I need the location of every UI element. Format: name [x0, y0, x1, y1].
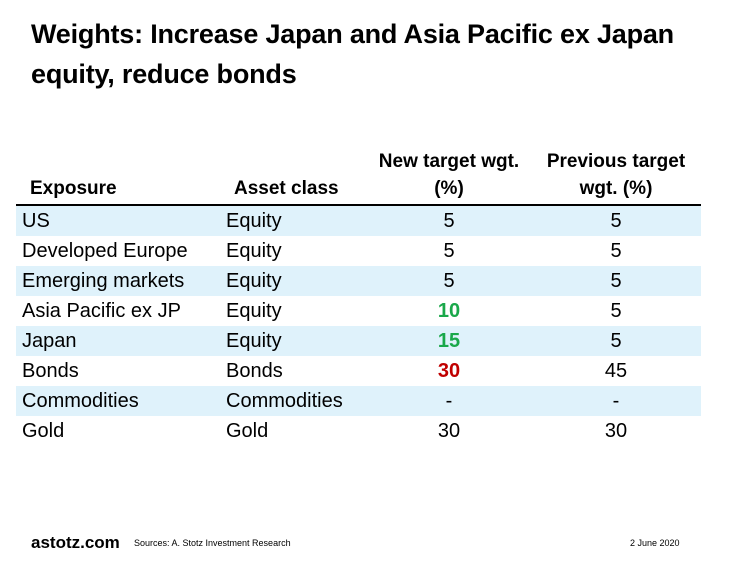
table-row: Asia Pacific ex JP Equity 10 5 [16, 296, 701, 326]
cell-new-target: 5 [443, 270, 455, 292]
page-title: Weights: Increase Japan and Asia Pacific… [31, 19, 674, 89]
cell-new-target: - [445, 390, 453, 412]
cell-previous-target: 30 [604, 420, 628, 442]
cell-new-target: 5 [443, 240, 455, 262]
cell-new-target: 10 [437, 300, 461, 322]
cell-new-target: 5 [443, 210, 455, 232]
cell-asset-class: Equity [226, 270, 282, 292]
cell-exposure: Emerging markets [22, 270, 185, 292]
cell-previous-target: 5 [610, 270, 622, 292]
cell-new-target: 30 [437, 360, 461, 382]
header-new-target: New target wgt. (%) [378, 151, 520, 199]
cell-asset-class: Equity [226, 210, 282, 232]
cell-exposure: Commodities [22, 390, 139, 412]
cell-previous-target: 5 [610, 300, 622, 322]
cell-exposure: Bonds [22, 360, 79, 382]
table-row: Bonds Bonds 30 45 [16, 356, 701, 386]
cell-exposure: Asia Pacific ex JP [22, 300, 181, 322]
cell-exposure: Developed Europe [22, 240, 188, 262]
table-row: Gold Gold 30 30 [16, 416, 701, 446]
cell-previous-target: - [612, 390, 620, 412]
cell-new-target: 15 [437, 330, 461, 352]
cell-asset-class: Equity [226, 300, 282, 322]
header-divider [16, 204, 701, 206]
footer-date: 2 June 2020 [630, 538, 680, 548]
table-row: Japan Equity 15 5 [16, 326, 701, 356]
cell-asset-class: Commodities [226, 390, 343, 412]
cell-asset-class: Equity [226, 240, 282, 262]
cell-asset-class: Bonds [226, 360, 283, 382]
header-previous-target: Previous target wgt. (%) [546, 151, 686, 199]
cell-exposure: US [22, 210, 50, 232]
footer-logo: astotz.com [31, 533, 120, 552]
cell-previous-target: 5 [610, 330, 622, 352]
cell-exposure: Gold [22, 420, 65, 442]
table-row: US Equity 5 5 [16, 206, 701, 236]
cell-exposure: Japan [22, 330, 77, 352]
cell-previous-target: 45 [604, 360, 628, 382]
cell-previous-target: 5 [610, 210, 622, 232]
table-header: Exposure Asset class New target wgt. (%)… [16, 140, 701, 206]
header-exposure: Exposure [30, 178, 117, 199]
table-row: Developed Europe Equity 5 5 [16, 236, 701, 266]
table-row: Emerging markets Equity 5 5 [16, 266, 701, 296]
weights-table: Exposure Asset class New target wgt. (%)… [16, 140, 701, 446]
cell-previous-target: 5 [610, 240, 622, 262]
cell-asset-class: Gold [226, 420, 269, 442]
footer-sources: Sources: A. Stotz Investment Research [134, 538, 291, 548]
header-asset-class: Asset class [234, 178, 339, 199]
cell-new-target: 30 [437, 420, 461, 442]
table-body: US Equity 5 5 Developed Europe Equity 5 5 Emergi… [16, 206, 701, 446]
table-row: Commodities Commodities - - [16, 386, 701, 416]
cell-asset-class: Equity [226, 330, 282, 352]
